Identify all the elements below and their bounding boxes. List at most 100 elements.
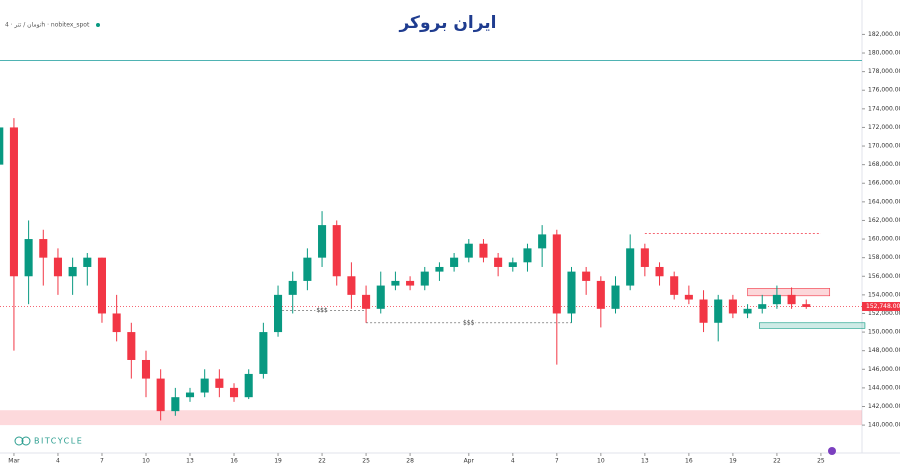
brand-logo: ایران بروکر [398, 13, 496, 33]
candle-body [670, 276, 679, 295]
x-tick-label: 25 [362, 458, 370, 465]
y-tick-label: 140,000.00 [868, 422, 900, 429]
status-dot [96, 23, 100, 27]
candle-body [362, 294, 371, 309]
y-tick-label: 170,000.00 [868, 143, 900, 150]
x-tick-label: 13 [641, 458, 649, 465]
candle-body [229, 387, 239, 398]
candle-body [303, 257, 312, 281]
candle-body [288, 280, 297, 295]
zone [758, 322, 866, 329]
y-tick-label: 154,000.00 [868, 291, 900, 298]
candle-body [508, 262, 517, 267]
candle-body [274, 294, 283, 333]
candle-body [538, 234, 547, 249]
support-zone [0, 410, 862, 426]
candle-body [552, 234, 561, 314]
x-tick-label: Mar [8, 458, 20, 465]
candle-body [699, 299, 708, 323]
x-tick-label: 19 [274, 458, 282, 465]
candle-body [97, 257, 107, 314]
x-tick-label: 10 [597, 458, 605, 465]
candle-body [611, 285, 620, 309]
candle-body [200, 378, 209, 393]
zone [747, 288, 831, 297]
watermark: BITCYCLE [34, 437, 83, 446]
x-tick-label: 4 [511, 458, 515, 465]
y-tick-label: 152,000.00 [868, 310, 900, 317]
x-tick-label: 7 [100, 458, 104, 465]
candle-body [318, 225, 327, 258]
candle-body [728, 299, 737, 314]
y-tick-label: 146,000.00 [868, 366, 900, 373]
candle-body [464, 243, 473, 258]
x-tick-label: 22 [318, 458, 326, 465]
x-tick-label: 7 [555, 458, 559, 465]
candle-body [582, 271, 591, 281]
logo-box [377, 0, 520, 42]
x-tick-label: 13 [186, 458, 194, 465]
y-tick-label: 144,000.00 [868, 384, 900, 391]
candle-body [53, 257, 62, 277]
x-tick-label: 25 [817, 458, 825, 465]
x-tick-label: 22 [773, 458, 781, 465]
candle-body [332, 225, 341, 277]
candle-body [567, 271, 576, 314]
candle-body [259, 332, 268, 374]
y-tick-label: 142,000.00 [868, 403, 900, 410]
candle-body [743, 308, 752, 314]
x-tick-label: 19 [729, 458, 737, 465]
y-tick-label: 162,000.00 [868, 217, 900, 224]
candle-body [68, 266, 77, 277]
candle-body [376, 285, 385, 309]
x-tick-label: Apr [464, 458, 475, 465]
candle-body [215, 378, 224, 388]
y-tick-label: 172,000.00 [868, 124, 900, 131]
x-tick-label: 28 [406, 458, 414, 465]
candle-body [479, 243, 488, 258]
y-tick-label: 164,000.00 [868, 198, 900, 205]
last-price-tag [862, 302, 900, 312]
candle-body [9, 127, 18, 277]
plot: $$$ $$$ [0, 59, 866, 426]
candle-body [347, 276, 356, 295]
symbol-info: تومان / تتر · 4h · nobitex_spot [5, 22, 90, 29]
candle-body [391, 280, 400, 286]
liquidity-label: $$$ [463, 319, 475, 326]
candle-body [185, 392, 195, 398]
candle-body [83, 257, 92, 267]
last-price-label: 152,748.00 [866, 303, 900, 310]
candle-body [596, 280, 605, 309]
y-tick-label: 182,000.00 [868, 31, 900, 38]
candle-body [626, 248, 635, 286]
candle-body [523, 248, 532, 263]
y-tick-label: 150,000.00 [868, 329, 900, 336]
candle-body [24, 239, 33, 277]
candle-body [171, 397, 180, 412]
candle-body [802, 304, 811, 307]
candle-body [494, 257, 503, 267]
candle-body [156, 378, 165, 412]
candle-body [640, 248, 649, 267]
candle-body [655, 266, 664, 277]
y-tick-label: 156,000.00 [868, 273, 900, 280]
candle-body [244, 373, 253, 398]
candle-body [772, 294, 781, 305]
candle-body [684, 294, 693, 300]
liquidity-label: $$$ [316, 307, 328, 314]
watermark-icon [14, 436, 24, 446]
y-tick-label: 166,000.00 [868, 180, 900, 187]
x-tick-label: 16 [685, 458, 693, 465]
candle-body [112, 313, 121, 333]
candle-body [758, 304, 767, 309]
candle-body [450, 257, 459, 267]
candle-body [39, 239, 48, 258]
x-tick-label: 16 [230, 458, 238, 465]
candle-body [406, 280, 415, 286]
candle-body [435, 266, 444, 272]
candle-body [141, 359, 151, 379]
y-tick-label: 168,000.00 [868, 161, 900, 168]
y-tick-label: 176,000.00 [868, 87, 900, 94]
